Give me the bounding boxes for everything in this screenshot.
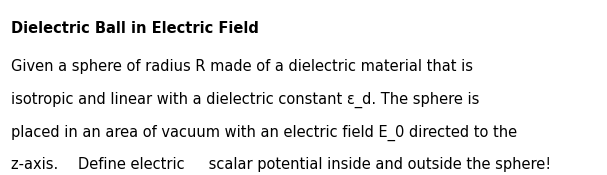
Text: scalar potential inside and outside the sphere!: scalar potential inside and outside the …	[204, 157, 551, 172]
Text: Given a sphere of radius R made of a dielectric material that is: Given a sphere of radius R made of a die…	[12, 59, 473, 74]
Text: isotropic and linear with a dielectric constant ε_d. The sphere is: isotropic and linear with a dielectric c…	[12, 92, 480, 108]
Text: z-axis.: z-axis.	[12, 157, 68, 172]
Text: Define electric: Define electric	[78, 157, 185, 172]
Text: placed in an area of vacuum with an electric field E_0 directed to the: placed in an area of vacuum with an elec…	[12, 124, 518, 141]
Text: Dielectric Ball in Electric Field: Dielectric Ball in Electric Field	[12, 21, 259, 36]
